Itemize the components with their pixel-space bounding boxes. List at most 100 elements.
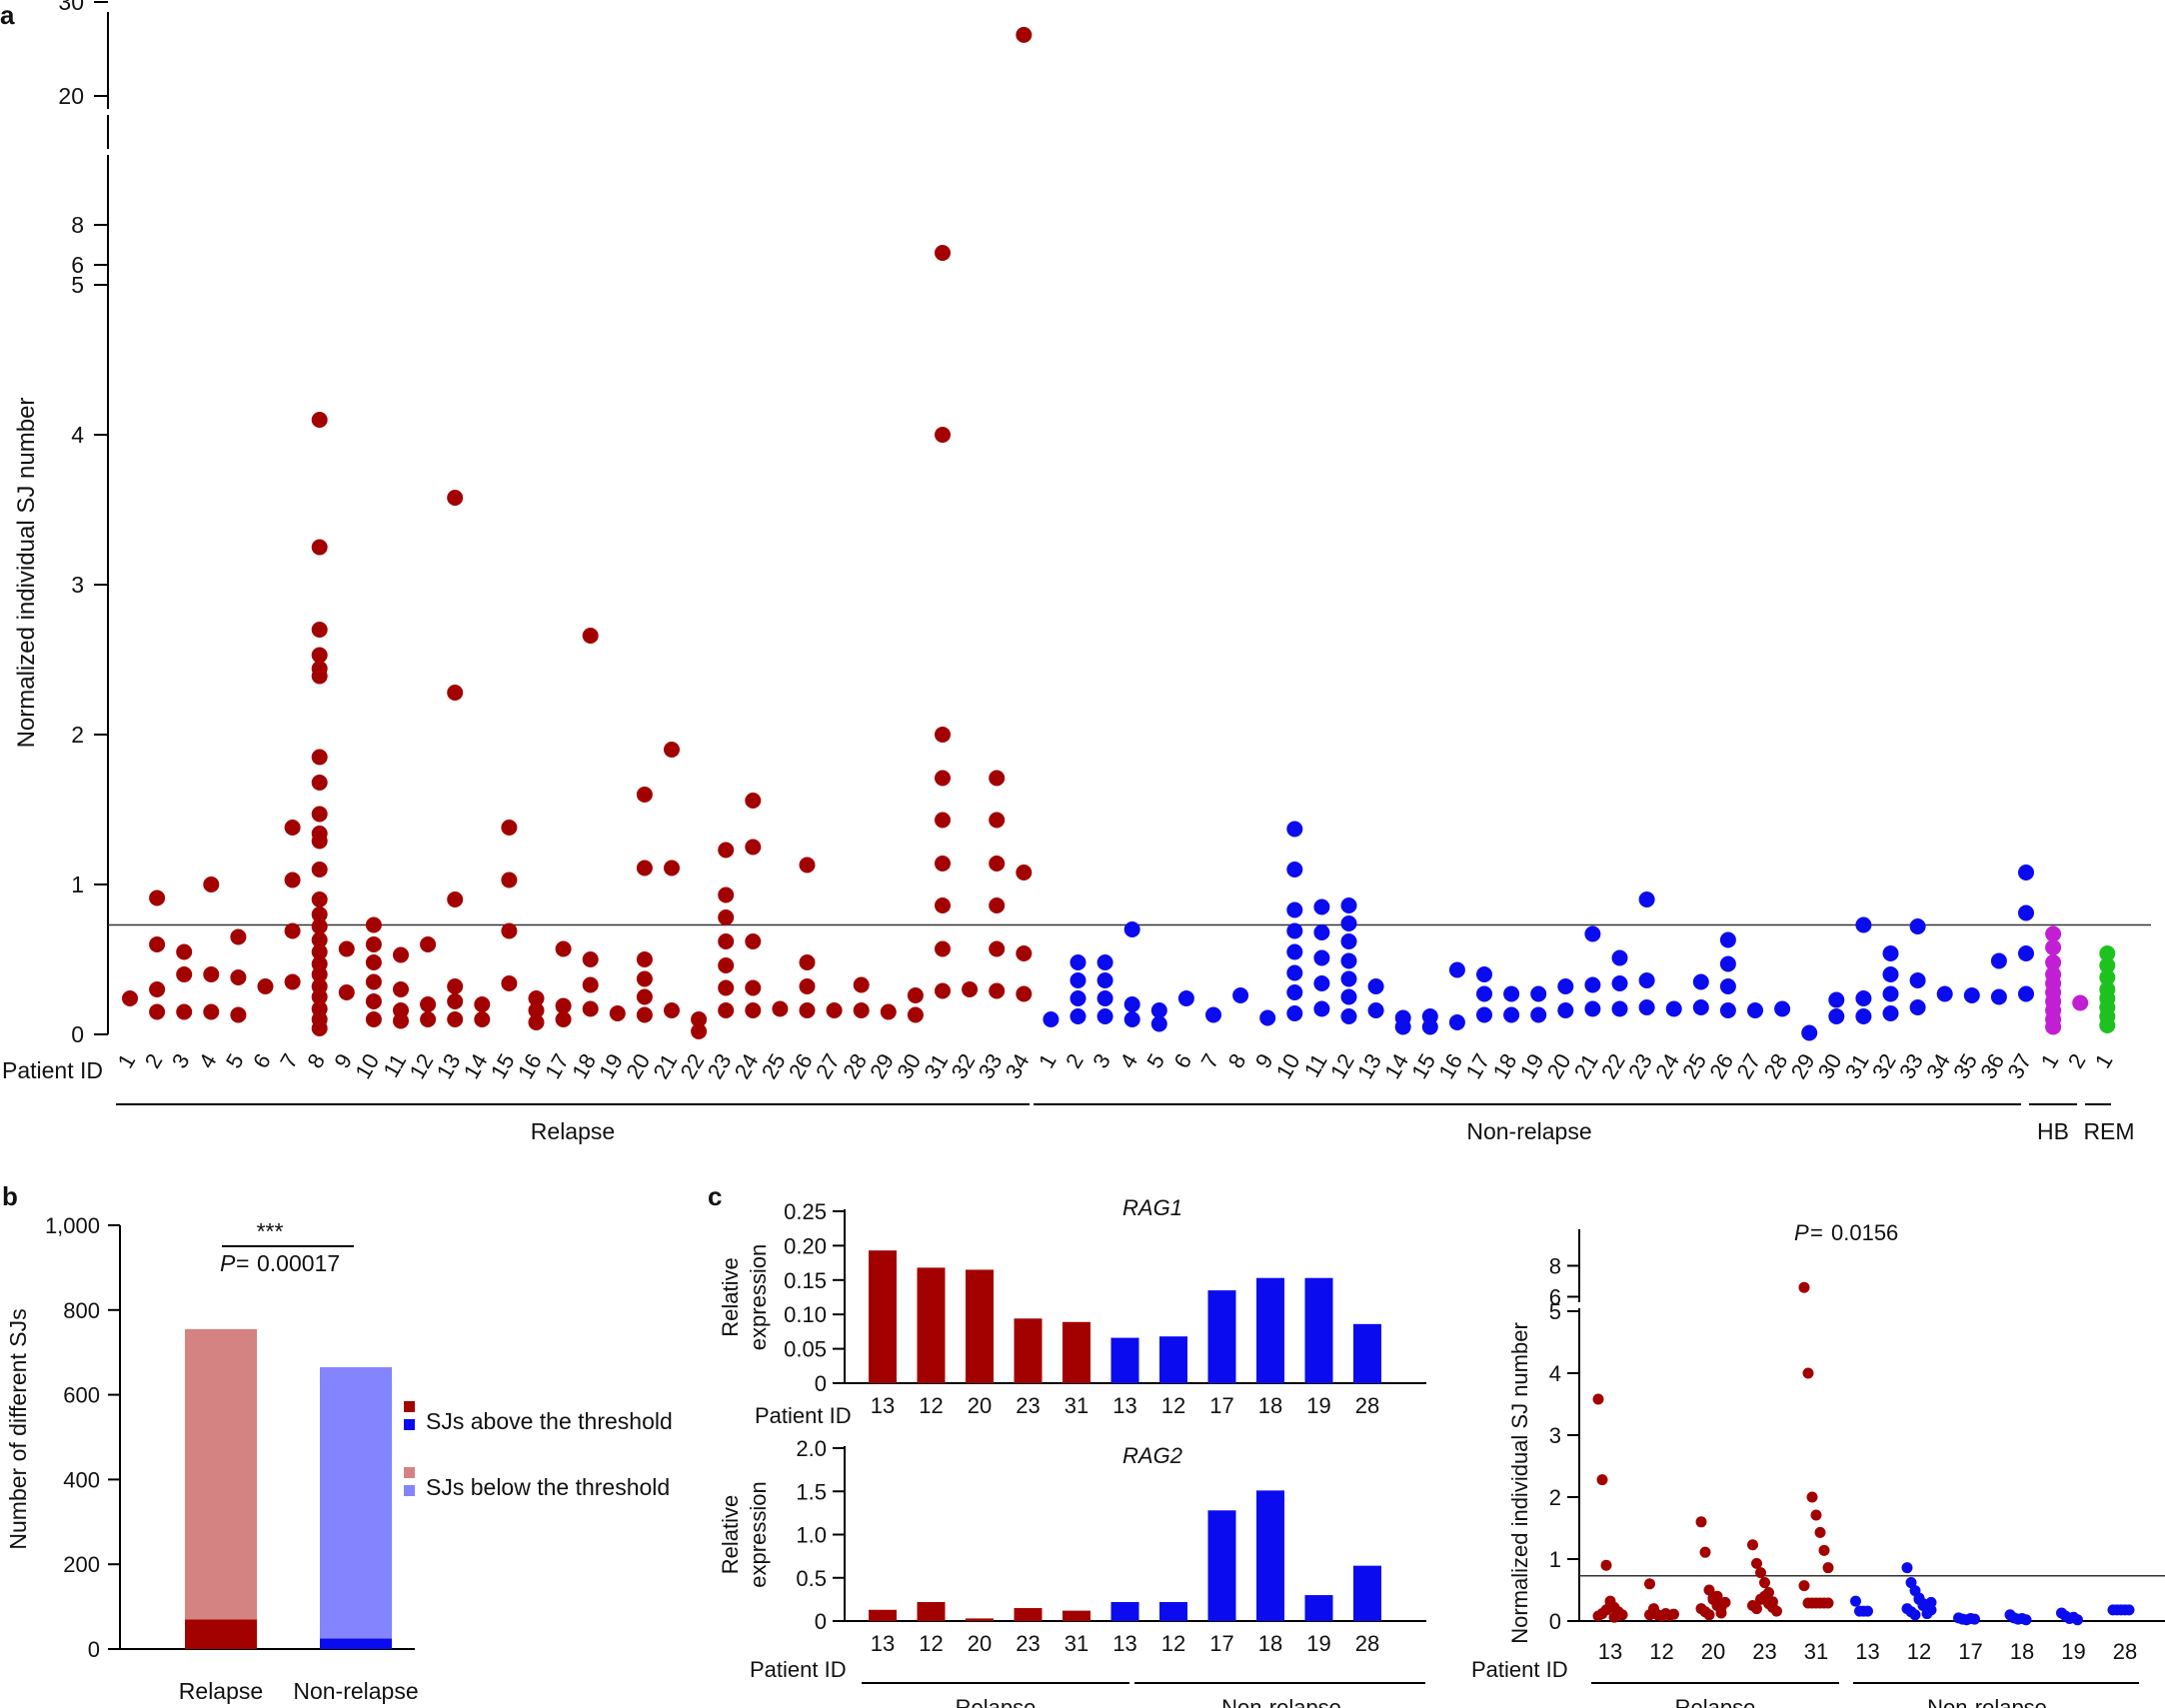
dot-relapse-20: [636, 970, 653, 987]
dot-relapse-2: [149, 936, 166, 952]
group-label-relapse: Relapse: [531, 1118, 615, 1144]
dot-relapse-8: [311, 966, 328, 982]
c3-p-equals: =: [1810, 1220, 1823, 1245]
rag2-xtick-label: 13: [1112, 1631, 1136, 1656]
c3-xtick-label: 12: [1649, 1639, 1673, 1664]
dot-relapse-33: [989, 982, 1006, 999]
rag2-bar-12: [917, 1601, 946, 1621]
dot-relapse-12: [420, 936, 437, 952]
dot-relapse-10: [365, 973, 382, 990]
dot-nonrelapse-37: [2018, 945, 2034, 961]
group-label-rem: REM: [2083, 1118, 2134, 1144]
dot-nonrelapse-10: [1286, 1005, 1303, 1021]
rag1-bar-19: [1304, 1277, 1333, 1383]
panel-a-ylabel: Normalized individual SJ number: [13, 398, 40, 749]
rag2-bar-20: [966, 1618, 994, 1621]
patient-id-label: 5: [1141, 1049, 1169, 1072]
panel-label-b: b: [2, 1181, 18, 1211]
dot-relapse-8: [311, 906, 328, 922]
c3-dot-relapse-13: [1592, 1393, 1604, 1405]
dot-relapse-31: [935, 770, 951, 787]
rag1-ytick-label: 0: [815, 1371, 827, 1396]
dot-nonrelapse-16: [1448, 1014, 1465, 1030]
patient-id-label: 5: [221, 1049, 249, 1072]
patient-id-label: 1: [113, 1049, 141, 1072]
dot-relapse-8: [311, 539, 328, 556]
dot-relapse-8: [311, 622, 328, 638]
rag1-ylabel-line2: expression: [746, 1244, 771, 1350]
panel-label-c: c: [708, 1181, 722, 1211]
dot-relapse-16: [528, 1002, 545, 1018]
dot-relapse-3: [176, 1003, 193, 1020]
c3-dot-relapse-23: [1755, 1567, 1766, 1579]
dot-relapse-2: [149, 889, 166, 906]
c3-ytick-label: 1: [1549, 1547, 1561, 1572]
group-label-hb: HB: [2037, 1118, 2069, 1144]
dot-relapse-19: [609, 1005, 626, 1021]
dot-nonrelapse-23: [1638, 999, 1655, 1015]
panel-b-ytick-label: 600: [63, 1383, 100, 1408]
c3-dot-nonrelapse-18: [2020, 1614, 2032, 1626]
dot-nonrelapse-20: [1557, 1002, 1574, 1018]
patient-id-label: 37: [2002, 1049, 2036, 1083]
dot-relapse-13: [447, 891, 464, 907]
dot-nonrelapse-11: [1313, 924, 1330, 940]
panel-b-ytick-label: 800: [63, 1298, 100, 1323]
dot-nonrelapse-19: [1530, 1006, 1547, 1023]
rag1-xtick-label: 17: [1209, 1393, 1233, 1418]
dot-nonrelapse-30: [1828, 1008, 1845, 1024]
panel-a-ytick-label: 0: [71, 1021, 84, 1047]
dot-relapse-31: [935, 982, 951, 999]
dot-relapse-34: [1016, 26, 1033, 43]
rag2-ytick-label: 0.5: [796, 1566, 827, 1591]
patient-id-label: 34: [1001, 1049, 1035, 1083]
dot-nonrelapse-17: [1476, 1006, 1492, 1023]
patient-id-label: 8: [302, 1049, 330, 1072]
c3-xlabel: Patient ID: [1471, 1657, 1568, 1682]
dot-relapse-18: [582, 951, 599, 967]
c3-dot-nonrelapse-12: [1925, 1604, 1937, 1616]
c3-xtick-label: 18: [2010, 1639, 2034, 1664]
dot-relapse-7: [284, 871, 301, 888]
dot-relapse-34: [1016, 864, 1033, 880]
dot-nonrelapse-36: [1990, 988, 2007, 1005]
rag2-bar-23: [1014, 1608, 1043, 1621]
dot-relapse-33: [989, 770, 1006, 787]
dot-relapse-8: [311, 988, 328, 1005]
dot-nonrelapse-9: [1259, 1009, 1276, 1026]
dot-relapse-21: [664, 1002, 680, 1018]
dot-nonrelapse-2: [1070, 972, 1086, 988]
panel-c: c RAG1 RAG2 Patient ID Patient ID Patien…: [708, 1181, 2165, 1708]
dot-nonrelapse-22: [1611, 975, 1628, 991]
dot-relapse-5: [230, 1006, 247, 1023]
dot-relapse-33: [989, 812, 1006, 829]
dot-nonrelapse-30: [1828, 991, 1845, 1008]
dot-relapse-15: [501, 871, 518, 888]
rag1-ytick-label: 0.25: [784, 1199, 827, 1224]
legend-swatch-above-relapse: [404, 1401, 415, 1412]
dot-relapse-13: [447, 490, 464, 506]
dot-nonrelapse-12: [1340, 933, 1357, 949]
dot-nonrelapse-34: [1936, 985, 1953, 1002]
patient-id-label: 4: [194, 1049, 222, 1072]
panel-b-ytick-label: 200: [63, 1552, 100, 1577]
dot-nonrelapse-3: [1096, 990, 1113, 1006]
dot-nonrelapse-26: [1719, 931, 1736, 948]
dot-relapse-24: [745, 793, 762, 809]
dot-relapse-33: [989, 855, 1006, 871]
rag1-bar-12: [1159, 1336, 1187, 1383]
panel-b-p-label: P: [220, 1250, 236, 1276]
c3-dot-relapse-12: [1668, 1608, 1679, 1620]
rag2-xtick-label: 20: [968, 1631, 992, 1656]
dot-hb-1: [2045, 954, 2062, 970]
patient-id-label: 2: [140, 1049, 168, 1072]
rag2-xtick-label: 23: [1016, 1631, 1040, 1656]
dot-relapse-31: [935, 897, 951, 913]
dot-nonrelapse-13: [1367, 978, 1384, 994]
dot-nonrelapse-33: [1909, 918, 1926, 934]
c3-dot-relapse-31: [1822, 1597, 1834, 1609]
dot-nonrelapse-33: [1909, 999, 1926, 1015]
dot-relapse-31: [935, 245, 951, 261]
dot-relapse-34: [1016, 945, 1033, 961]
patient-id-label: 1: [1034, 1049, 1062, 1072]
